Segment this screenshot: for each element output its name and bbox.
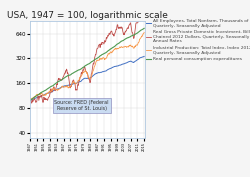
- Real Gross Private Domestic Investment, Billions of
Chained 2012 Dollars, Quarterly, Seasonally Adjusted
Annual Rates: [56, 80, 59, 82]
- Real personal consumption expenditures: [91, 60, 94, 62]
- Real personal consumption expenditures: [143, 27, 146, 29]
- All Employees, Total Nonfarm, Thousands of Persons,
Quarterly, Seasonally Adjusted: [56, 88, 59, 90]
- Real personal consumption expenditures: [80, 67, 83, 70]
- All Employees, Total Nonfarm, Thousands of Persons,
Quarterly, Seasonally Adjusted: [70, 83, 73, 85]
- Real Gross Private Domestic Investment, Billions of
Chained 2012 Dollars, Quarterly, Seasonally Adjusted
Annual Rates: [28, 99, 32, 101]
- Line: Industrial Production: Total Index, Index 2012=100,
Quarterly, Seasonally Adjusted: Industrial Production: Total Index, Inde…: [30, 33, 144, 100]
- Line: Real personal consumption expenditures: Real personal consumption expenditures: [30, 28, 144, 100]
- All Employees, Total Nonfarm, Thousands of Persons,
Quarterly, Seasonally Adjusted: [91, 75, 94, 77]
- Industrial Production: Total Index, Index 2012=100,
Quarterly, Seasonally Adjusted: (2.02e+03, 657): Total Index, Index 2012=100, Quarterly, …: [143, 32, 146, 34]
- Real personal consumption expenditures: [94, 58, 98, 60]
- Real personal consumption expenditures: [28, 99, 32, 101]
- Text: Source: FRED (Federal
Reserve of St. Louis): Source: FRED (Federal Reserve of St. Lou…: [54, 100, 109, 111]
- Real Gross Private Domestic Investment, Billions of
Chained 2012 Dollars, Quarterly, Seasonally Adjusted
Annual Rates: [30, 102, 33, 104]
- Line: All Employees, Total Nonfarm, Thousands of Persons,
Quarterly, Seasonally Adjusted: All Employees, Total Nonfarm, Thousands …: [30, 56, 144, 100]
- Real personal consumption expenditures: [56, 81, 59, 83]
- Real Gross Private Domestic Investment, Billions of
Chained 2012 Dollars, Quarterly, Seasonally Adjusted
Annual Rates: [70, 83, 74, 85]
- Industrial Production: Total Index, Index 2012=100,
Quarterly, Seasonally Adjusted: (1.98e+03, 199): Total Index, Index 2012=100, Quarterly, …: [80, 74, 83, 76]
- All Employees, Total Nonfarm, Thousands of Persons,
Quarterly, Seasonally Adjusted: [28, 99, 32, 101]
- Industrial Production: Total Index, Index 2012=100,
Quarterly, Seasonally Adjusted: (1.96e+03, 132): Total Index, Index 2012=100, Quarterly, …: [56, 89, 59, 92]
- Real Gross Private Domestic Investment, Billions of
Chained 2012 Dollars, Quarterly, Seasonally Adjusted
Annual Rates: [80, 73, 84, 75]
- Real Gross Private Domestic Investment, Billions of
Chained 2012 Dollars, Quarterly, Seasonally Adjusted
Annual Rates: [76, 84, 79, 86]
- Industrial Production: Total Index, Index 2012=100,
Quarterly, Seasonally Adjusted: (1.98e+03, 165): Total Index, Index 2012=100, Quarterly, …: [76, 81, 79, 83]
- Title: USA, 1947 = 100, logarithmic scale: USA, 1947 = 100, logarithmic scale: [7, 12, 168, 21]
- Real Gross Private Domestic Investment, Billions of
Chained 2012 Dollars, Quarterly, Seasonally Adjusted
Annual Rates: [142, 12, 145, 14]
- All Employees, Total Nonfarm, Thousands of Persons,
Quarterly, Seasonally Adjusted: [143, 55, 146, 58]
- All Employees, Total Nonfarm, Thousands of Persons,
Quarterly, Seasonally Adjusted: [94, 73, 98, 75]
- Legend: All Employees, Total Nonfarm, Thousands of Persons,
Quarterly, Seasonally Adjust: All Employees, Total Nonfarm, Thousands …: [146, 19, 250, 61]
- Real Gross Private Domestic Investment, Billions of
Chained 2012 Dollars, Quarterly, Seasonally Adjusted
Annual Rates: [143, 12, 146, 15]
- Real personal consumption expenditures: [76, 70, 79, 72]
- All Employees, Total Nonfarm, Thousands of Persons,
Quarterly, Seasonally Adjusted: [76, 82, 79, 84]
- All Employees, Total Nonfarm, Thousands of Persons,
Quarterly, Seasonally Adjusted: [80, 79, 83, 82]
- Industrial Production: Total Index, Index 2012=100,
Quarterly, Seasonally Adjusted: (1.98e+03, 219): Total Index, Index 2012=100, Quarterly, …: [91, 71, 94, 73]
- Industrial Production: Total Index, Index 2012=100,
Quarterly, Seasonally Adjusted: (1.95e+03, 100): Total Index, Index 2012=100, Quarterly, …: [28, 99, 32, 101]
- Real Gross Private Domestic Investment, Billions of
Chained 2012 Dollars, Quarterly, Seasonally Adjusted
Annual Rates: [92, 64, 94, 66]
- Real Gross Private Domestic Investment, Billions of
Chained 2012 Dollars, Quarterly, Seasonally Adjusted
Annual Rates: [95, 51, 98, 53]
- Real personal consumption expenditures: [70, 73, 73, 75]
- Industrial Production: Total Index, Index 2012=100,
Quarterly, Seasonally Adjusted: (1.99e+03, 290): Total Index, Index 2012=100, Quarterly, …: [94, 61, 98, 63]
- Industrial Production: Total Index, Index 2012=100,
Quarterly, Seasonally Adjusted: (1.97e+03, 154): Total Index, Index 2012=100, Quarterly, …: [70, 84, 73, 86]
- Line: Real Gross Private Domestic Investment, Billions of
Chained 2012 Dollars, Quarterly, Seasonally Adjusted
Annual Rates: Real Gross Private Domestic Investment, …: [30, 13, 144, 103]
